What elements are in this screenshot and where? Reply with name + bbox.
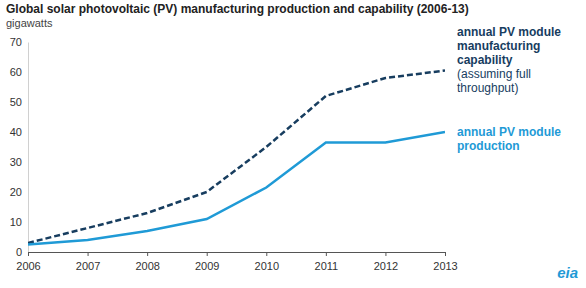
series-line [28,71,445,244]
legend: annual PV modulemanufacturingcapability(… [457,25,561,154]
plot-lines [28,71,445,245]
y-tick-label: 10 [10,216,22,228]
x-tick-mark [28,252,29,256]
x-tick: 2007 [76,252,100,272]
y-tick: 20 [10,186,28,198]
x-tick-label: 2010 [255,260,279,272]
chart-title: Global solar photovoltaic (PV) manufactu… [6,2,469,16]
y-tick-label: 70 [10,36,22,48]
y-tick: 60 [10,66,28,78]
y-tick-label: 20 [10,186,22,198]
x-tick-mark [385,252,386,256]
y-tick-label: 30 [10,156,22,168]
x-tick-label: 2012 [374,260,398,272]
y-tick: 50 [10,96,28,108]
x-tick-mark [326,252,327,256]
x-axis: 2006 2007 2008 2009 2010 2011 2012 2013 [16,252,457,272]
x-tick: 2013 [433,252,457,272]
y-axis: 0 10 20 30 40 50 60 70 [10,36,29,258]
x-tick-label: 2009 [195,260,219,272]
chart: Global solar photovoltaic (PV) manufactu… [0,0,586,288]
y-tick-label: 0 [16,246,22,258]
legend-label: annual PV modulemanufacturingcapability [457,25,561,67]
x-tick-label: 2013 [433,260,457,272]
x-tick: 2012 [374,252,398,272]
y-tick: 0 [16,246,28,258]
x-tick-label: 2011 [315,260,339,272]
x-tick-mark [88,252,89,256]
y-tick-label: 60 [10,66,22,78]
x-tick: 2011 [315,252,339,272]
x-tick-mark [445,252,446,256]
x-axis-line [29,252,446,253]
x-tick: 2008 [135,252,159,272]
y-tick: 30 [10,156,28,168]
series-line [28,132,445,245]
x-tick: 2010 [255,252,279,272]
logo: eia [557,264,578,281]
y-tick-label: 50 [10,96,22,108]
x-tick: 2009 [195,252,219,272]
legend-note: (assuming fullthroughput) [457,67,531,95]
x-tick-mark [147,252,148,256]
x-tick-label: 2007 [76,260,100,272]
x-tick-label: 2008 [135,260,159,272]
x-tick-mark [207,252,208,256]
y-axis-title: gigawatts [6,17,53,29]
x-tick: 2006 [16,252,40,272]
x-tick-mark [266,252,267,256]
legend-label: annual PV moduleproduction [457,125,561,153]
y-tick-label: 40 [10,126,22,138]
y-axis-line [28,43,29,253]
y-tick: 70 [10,36,28,48]
y-tick: 40 [10,126,28,138]
x-tick-label: 2006 [16,260,40,272]
y-tick: 10 [10,216,28,228]
